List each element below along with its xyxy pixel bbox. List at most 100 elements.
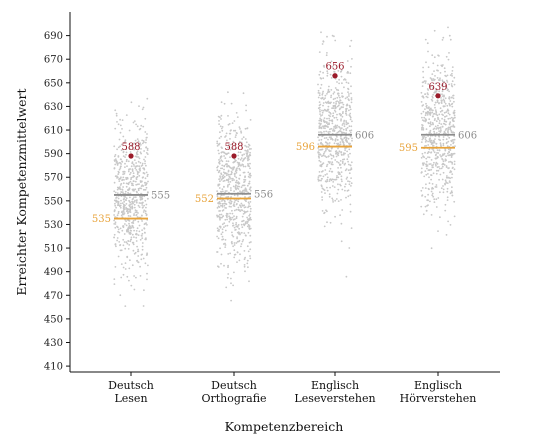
scatter-point: [232, 222, 234, 225]
scatter-point: [243, 184, 246, 187]
scatter-point: [140, 148, 142, 150]
scatter-point: [134, 188, 137, 191]
scatter-point: [337, 171, 340, 174]
scatter-point: [334, 110, 337, 113]
scatter-point: [125, 151, 128, 154]
scatter-point: [441, 65, 443, 68]
scatter-point: [452, 117, 455, 120]
scatter-point: [116, 121, 118, 123]
scatter-point: [131, 182, 134, 185]
scatter-point: [230, 277, 232, 280]
scatter-point: [451, 75, 453, 77]
scatter-point: [320, 31, 322, 34]
scatter-point: [332, 107, 335, 109]
scatter-point: [323, 151, 326, 153]
scatter-point: [320, 184, 323, 187]
scatter-point: [232, 140, 235, 143]
scatter-point: [447, 148, 450, 151]
scatter-point: [427, 144, 430, 146]
scatter-point: [115, 161, 118, 164]
scatter-point: [144, 177, 147, 180]
scatter-point: [227, 273, 230, 275]
scatter-point: [340, 138, 343, 141]
scatter-point: [243, 189, 246, 192]
scatter-point: [425, 61, 427, 64]
scatter-point: [429, 109, 431, 112]
scatter-point: [118, 168, 121, 171]
scatter-point: [123, 141, 126, 144]
scatter-point: [118, 231, 121, 234]
scatter-point: [230, 143, 232, 146]
scatter-point: [425, 173, 428, 176]
y-axis-title: Erreichter Kompetenzmittelwert: [14, 88, 29, 295]
scatter-point: [235, 217, 238, 220]
scatter-point: [346, 60, 349, 62]
scatter-point: [225, 190, 228, 192]
scatter-point: [236, 187, 239, 190]
scatter-point: [241, 220, 243, 223]
scatter-point: [221, 129, 224, 132]
scatter-point: [330, 77, 333, 79]
scatter-point: [435, 142, 438, 145]
scatter-point: [114, 191, 117, 194]
scatter-point: [247, 250, 250, 253]
scatter-point: [325, 54, 328, 57]
scatter-point: [147, 180, 149, 183]
scatter-point: [332, 128, 335, 131]
scatter-point: [137, 187, 140, 190]
scatter-point: [136, 250, 139, 253]
scatter-point: [336, 143, 339, 146]
scatter-point: [345, 275, 348, 278]
scatter-point: [338, 96, 341, 99]
scatter-point: [232, 245, 235, 248]
scatter-point: [433, 161, 435, 164]
scatter-point: [246, 262, 249, 265]
scatter-point: [434, 163, 437, 166]
scatter-point: [138, 174, 141, 177]
scatter-point: [449, 128, 452, 131]
scatter-point: [123, 241, 126, 243]
scatter-point: [224, 229, 227, 232]
scatter-point: [448, 150, 450, 153]
scatter-point: [125, 203, 128, 205]
scatter-point: [247, 165, 250, 167]
scatter-point: [235, 222, 238, 224]
scatter-point: [117, 202, 120, 205]
scatter-point: [116, 226, 119, 229]
scatter-point: [338, 102, 341, 105]
scatter-point: [430, 84, 433, 87]
scatter-point: [122, 244, 125, 247]
scatter-point: [136, 173, 139, 176]
scatter-point: [233, 226, 236, 229]
scatter-point: [431, 95, 434, 98]
scatter-point: [141, 162, 144, 165]
scatter-point: [232, 167, 235, 170]
scatter-point: [429, 163, 432, 165]
scatter-point: [143, 168, 146, 171]
scatter-point: [327, 126, 329, 128]
scatter-point: [135, 169, 138, 171]
scatter-point: [435, 120, 438, 123]
scatter-point: [216, 142, 219, 145]
scatter-point: [216, 214, 218, 217]
scatter-point: [434, 154, 437, 157]
scatter-point: [246, 190, 248, 193]
scatter-point: [328, 195, 331, 198]
scatter-point: [145, 238, 147, 241]
scatter-point: [246, 245, 249, 248]
scatter-point: [428, 156, 431, 159]
scatter-point: [317, 136, 319, 139]
scatter-point: [446, 104, 449, 107]
scatter-point: [135, 183, 138, 186]
scatter-point: [350, 129, 353, 132]
scatter-point: [246, 259, 249, 262]
scatter-point: [122, 273, 125, 276]
scatter-point: [113, 190, 116, 193]
scatter-point: [441, 39, 444, 41]
scatter-point: [145, 222, 148, 225]
scatter-point: [435, 184, 438, 186]
scatter-point: [331, 138, 334, 141]
scatter-point: [326, 186, 328, 189]
scatter-point: [427, 66, 430, 69]
scatter-point: [429, 141, 432, 144]
